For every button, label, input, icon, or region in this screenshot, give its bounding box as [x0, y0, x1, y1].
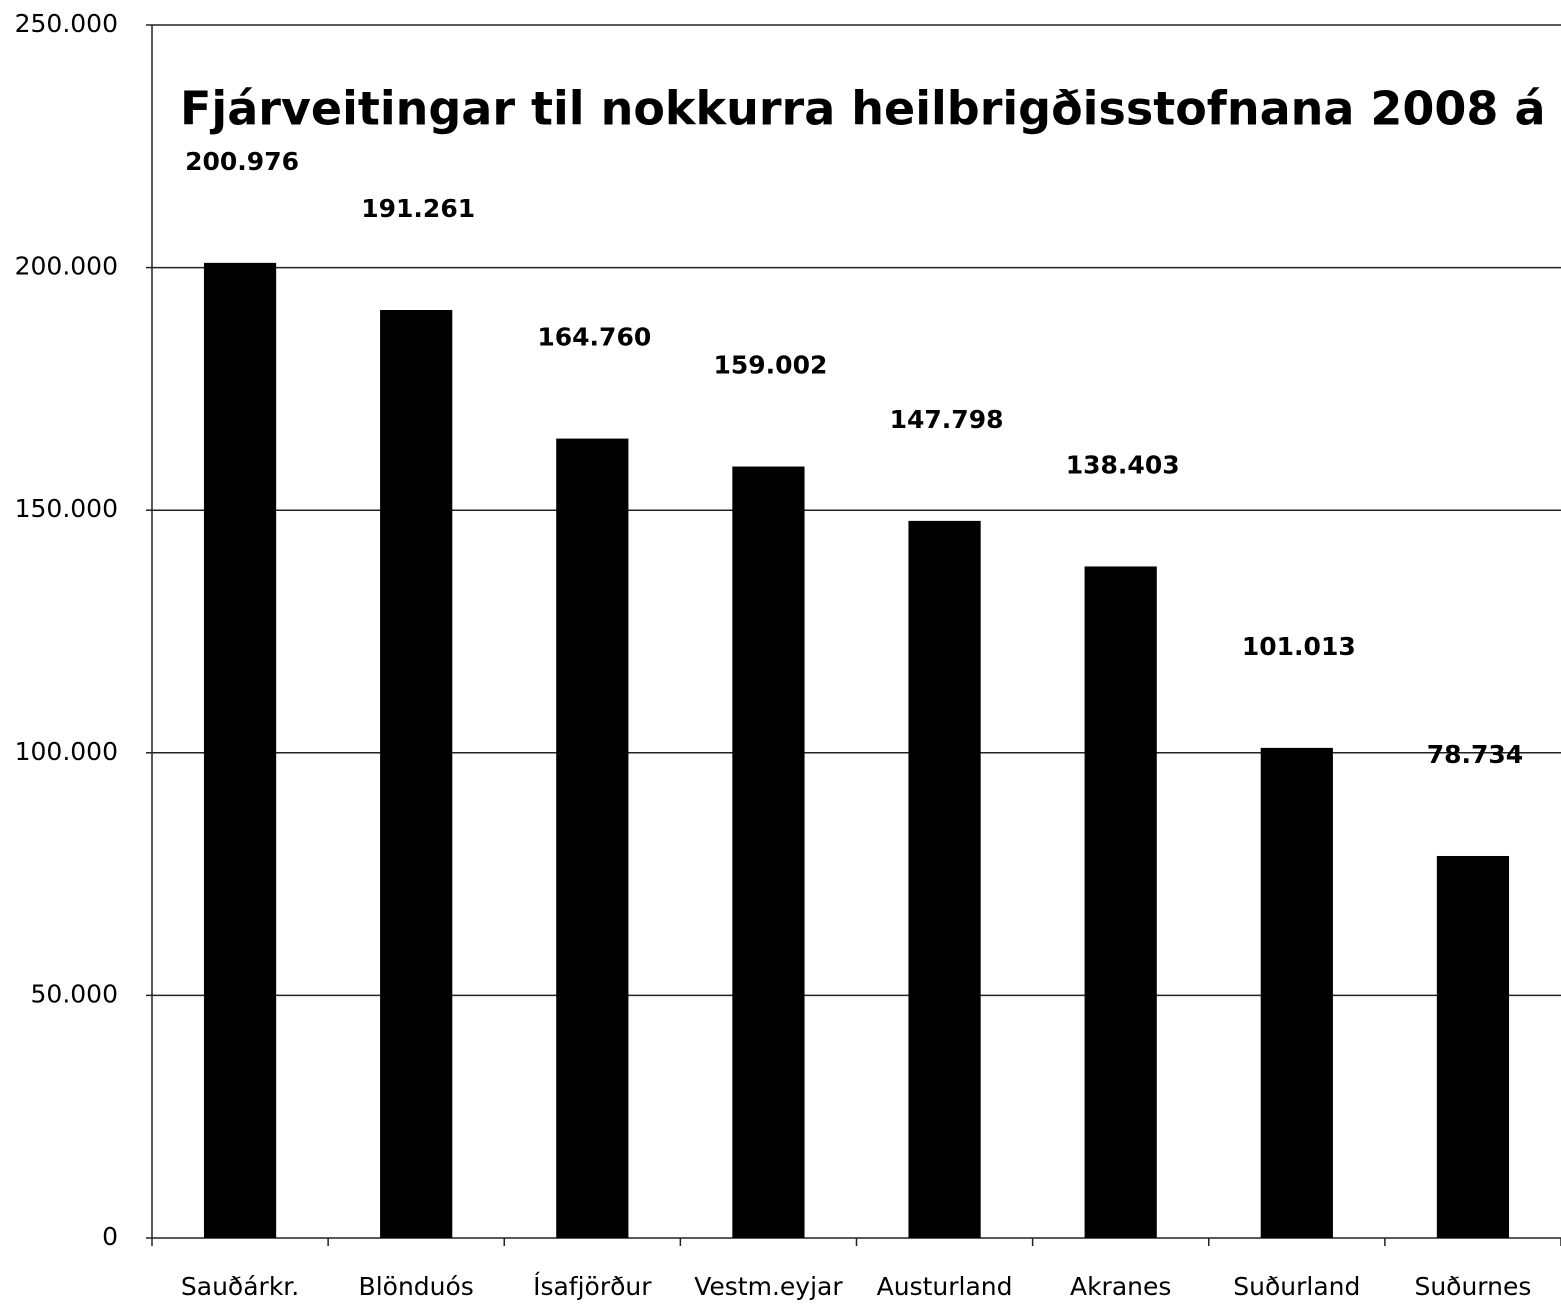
bar	[380, 310, 453, 1239]
value-label: 147.798	[890, 405, 1004, 434]
value-label: 138.403	[1066, 450, 1180, 479]
bar	[1260, 747, 1333, 1238]
y-tick-label: 0	[102, 1222, 118, 1251]
value-label: 191.261	[361, 194, 475, 223]
value-label: 159.002	[714, 351, 828, 380]
bar	[908, 520, 981, 1238]
y-tick-label: 150.000	[15, 494, 118, 523]
y-tick-label: 250.000	[15, 9, 118, 38]
bar	[1084, 566, 1157, 1238]
bar	[732, 466, 805, 1238]
x-tick-label: Blönduós	[359, 1272, 474, 1301]
x-tick-label: Suðurnes	[1414, 1272, 1531, 1301]
x-tick-label: Austurland	[877, 1272, 1013, 1301]
x-tick-label: Akranes	[1070, 1272, 1171, 1301]
value-label: 101.013	[1242, 632, 1356, 661]
bar	[556, 438, 629, 1238]
bar	[1436, 855, 1510, 1238]
x-tick-label: Suðurland	[1233, 1272, 1360, 1301]
value-label: 78.734	[1427, 740, 1523, 769]
y-tick-label: 50.000	[31, 979, 118, 1008]
y-tick-label: 200.000	[15, 252, 118, 281]
value-label: 164.760	[537, 323, 651, 352]
value-label: 200.976	[185, 147, 299, 176]
chart-title: Fjárveitingar til nokkurra heilbrigðisst…	[180, 82, 1561, 136]
bar	[203, 262, 277, 1238]
x-tick-label: Vestm.eyjar	[694, 1272, 843, 1301]
x-tick-label: Ísafjörður	[533, 1272, 652, 1301]
x-tick-label: Sauðárkr.	[181, 1272, 299, 1301]
y-tick-label: 100.000	[15, 737, 118, 766]
